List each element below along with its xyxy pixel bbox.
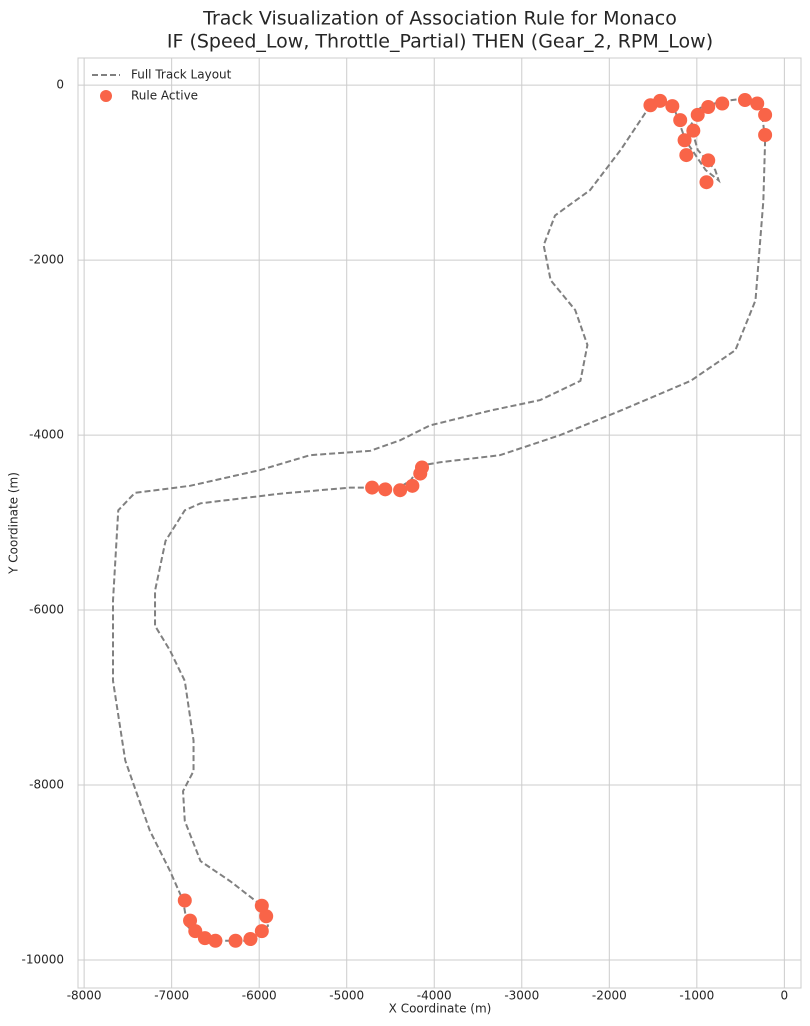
y-tick-label: -8000 <box>29 778 64 792</box>
rule-point <box>758 127 773 142</box>
rule-point <box>677 133 692 148</box>
rule-point <box>254 924 269 939</box>
rule-point <box>243 932 258 947</box>
rule-point <box>414 460 429 475</box>
legend-marker <box>100 90 112 102</box>
rule-point <box>208 933 223 948</box>
rule-point <box>183 913 198 928</box>
y-tick-label: -4000 <box>29 428 64 442</box>
y-axis-label: Y Coordinate (m) <box>7 472 21 575</box>
rule-point <box>686 123 701 138</box>
rule-point <box>701 153 716 168</box>
rule-point <box>701 99 716 114</box>
rule-point <box>254 898 269 913</box>
x-axis-label: X Coordinate (m) <box>389 1002 492 1016</box>
rule-point <box>405 478 420 493</box>
rule-point <box>365 480 380 495</box>
x-tick-label: -2000 <box>592 989 627 1003</box>
x-tick-label: -7000 <box>154 989 189 1003</box>
rule-point <box>758 107 773 122</box>
rule-point <box>188 924 203 939</box>
rule-point <box>673 113 688 128</box>
rule-point <box>665 99 680 114</box>
y-tick-label: -6000 <box>29 603 64 617</box>
rule-point <box>715 96 730 111</box>
y-tick-label: -2000 <box>29 253 64 267</box>
legend-label: Rule Active <box>131 89 198 103</box>
rule-point <box>378 482 393 497</box>
rule-point <box>750 96 765 111</box>
x-tick-label: -1000 <box>679 989 714 1003</box>
rule-point <box>679 148 694 163</box>
rule-point <box>737 92 752 107</box>
x-tick-label: -6000 <box>242 989 277 1003</box>
legend-label: Full Track Layout <box>131 68 232 82</box>
rule-point <box>259 909 274 924</box>
x-tick-label: -5000 <box>329 989 364 1003</box>
y-tick-label: -10000 <box>21 953 64 967</box>
x-tick-label: 0 <box>781 989 789 1003</box>
rule-point <box>197 931 212 946</box>
rule-point <box>228 933 243 948</box>
plot-frame <box>77 57 802 989</box>
rule-point <box>699 175 714 190</box>
rule-point <box>690 107 705 122</box>
x-tick-label: -4000 <box>417 989 452 1003</box>
rule-point <box>177 893 192 908</box>
x-tick-label: -8000 <box>67 989 102 1003</box>
rule-point <box>653 93 668 108</box>
chart-title: IF (Speed_Low, Throttle_Partial) THEN (G… <box>167 31 713 53</box>
y-tick-label: 0 <box>56 78 64 92</box>
track-line <box>112 97 767 942</box>
chart-title: Track Visualization of Association Rule … <box>202 8 677 30</box>
rule-point <box>393 483 408 498</box>
x-tick-label: -3000 <box>504 989 539 1003</box>
